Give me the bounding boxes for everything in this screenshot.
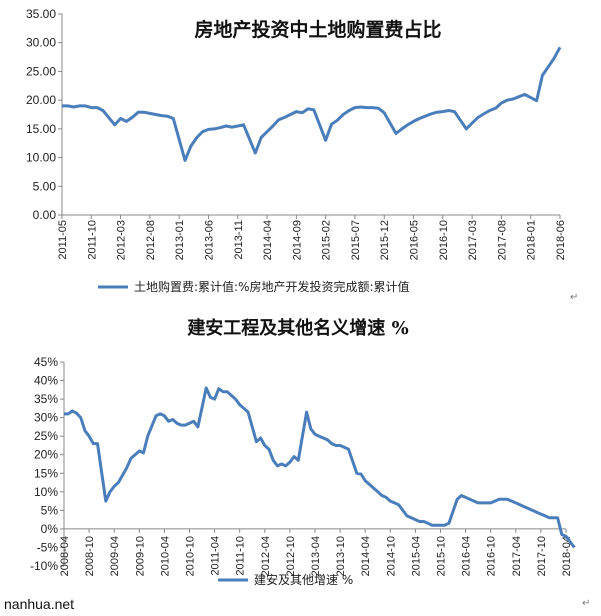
land-cost-share-chart: 房地产投资中土地购置费占比 0.00 5.00 10.00 15.00 20.00 25.…	[0, 0, 601, 305]
x-tick-label: 2015-04	[410, 536, 422, 576]
axes	[60, 361, 567, 567]
x-tick-label: 2016-10	[438, 220, 450, 260]
x-tick-label: 2015-10	[436, 536, 448, 576]
x-tick-label: 2015-02	[321, 220, 333, 260]
x-tick-label: 2011-05	[57, 220, 69, 260]
y-tick-label: 35.00	[26, 7, 56, 21]
x-tick-label: 2016-04	[461, 536, 473, 576]
construction-growth-chart: 建安工程及其他名义增速 % -10% -5% 0% 5% 10% 15% 20% 25% 30%…	[0, 312, 601, 592]
x-tick-label: 2014-04	[262, 220, 274, 260]
x-tick-label: 2010-10	[185, 536, 197, 576]
paragraph-mark: ↵	[570, 292, 579, 303]
x-tick-label: 2018-06	[555, 220, 567, 260]
x-tick-label: 2016-10	[486, 536, 498, 576]
y-tick-label: 15%	[34, 466, 58, 480]
x-tick-label: 2014-10	[385, 536, 397, 576]
chart-title: 建安工程及其他名义增速 %	[187, 317, 408, 339]
x-tick-label: 2013-04	[310, 536, 322, 576]
x-tick-label: 2014-04	[360, 536, 372, 576]
y-tick-label: 0.00	[33, 208, 57, 222]
x-tick-labels: 2011-05 2011-10 2012-03 2012-08 2013-01 2013-…	[57, 220, 567, 260]
y-tick-label: -10%	[30, 559, 58, 573]
x-tick-label: 2013-01	[174, 220, 186, 260]
chart-title: 房地产投资中土地购置费占比	[194, 18, 441, 41]
x-tick-label: 2018-01	[526, 220, 538, 260]
axes	[58, 13, 561, 219]
y-tick-labels: -10% -5% 0% 5% 10% 15% 20% 25% 30% 35% 40% 45%	[30, 355, 58, 573]
x-tick-label: 2011-10	[235, 536, 247, 576]
y-tick-label: 30.00	[26, 36, 56, 50]
y-tick-label: 0%	[41, 522, 59, 536]
x-tick-label: 2008-10	[84, 536, 96, 576]
y-tick-label: -5%	[37, 540, 59, 554]
site-watermark: nanhua.net	[4, 596, 75, 612]
y-tick-labels: 0.00 5.00 10.00 15.00 20.00 25.00 30.00 35.00	[26, 7, 56, 222]
y-tick-label: 45%	[34, 355, 58, 369]
legend-label: 建安及其他增速 %	[254, 572, 353, 587]
x-tick-label: 2017-10	[536, 536, 548, 576]
x-tick-label: 2017-03	[467, 220, 479, 260]
legend: 土地购置费:累计值:%房地产开发投资完成额:累计值	[98, 279, 410, 294]
paragraph-mark: ↵	[582, 598, 591, 609]
legend-label: 土地购置费:累计值:%房地产开发投资完成额:累计值	[134, 279, 410, 294]
legend: 建安及其他增速 %	[218, 572, 353, 587]
construction-growth-svg: 建安工程及其他名义增速 % -10% -5% 0% 5% 10% 15% 20% 25% 30%…	[30, 317, 576, 587]
x-tick-label: 2013-10	[335, 536, 347, 576]
x-tick-label: 2009-10	[134, 536, 146, 576]
y-tick-label: 20.00	[26, 93, 56, 107]
x-tick-label: 2008-04	[59, 536, 71, 576]
x-tick-label: 2011-04	[210, 536, 222, 576]
series-lines	[64, 386, 576, 549]
x-tick-label: 2012-03	[116, 220, 128, 260]
y-tick-label: 20%	[34, 448, 58, 462]
x-tick-label: 2016-05	[409, 220, 421, 260]
x-tick-label: 2015-07	[350, 220, 362, 260]
x-tick-labels: 2008-04 2008-10 2009-04 2009-10 2010-04 2010-…	[59, 536, 573, 576]
y-tick-label: 15.00	[26, 122, 56, 136]
x-tick-label: 2017-08	[496, 220, 508, 260]
x-tick-label: 2017-04	[511, 536, 523, 576]
y-tick-label: 25%	[34, 429, 58, 443]
x-tick-label: 2009-04	[109, 536, 121, 576]
x-tick-label: 2011-10	[86, 220, 98, 260]
y-tick-label: 25.00	[26, 64, 56, 78]
x-tick-label: 2013-11	[233, 220, 245, 260]
y-tick-label: 5%	[41, 503, 59, 517]
land-cost-share-svg: 房地产投资中土地购置费占比 0.00 5.00 10.00 15.00 20.00 25.…	[26, 7, 567, 294]
x-tick-label: 2013-06	[203, 220, 215, 260]
y-tick-label: 10.00	[26, 151, 56, 165]
y-tick-label: 10%	[34, 485, 58, 499]
x-tick-label: 2010-04	[159, 536, 171, 576]
x-tick-label: 2012-08	[145, 220, 157, 260]
x-tick-label: 2014-09	[291, 220, 303, 260]
series-line	[62, 46, 562, 162]
y-tick-label: 5.00	[33, 179, 57, 193]
x-tick-label: 2012-10	[285, 536, 297, 576]
x-tick-label: 2018-04	[561, 536, 573, 576]
y-tick-label: 30%	[34, 411, 58, 425]
series-line	[64, 386, 576, 549]
y-tick-label: 35%	[34, 392, 58, 406]
x-tick-label: 2012-04	[260, 536, 272, 576]
y-tick-label: 40%	[34, 374, 58, 388]
series-lines	[62, 46, 562, 162]
x-tick-label: 2015-12	[379, 220, 391, 260]
